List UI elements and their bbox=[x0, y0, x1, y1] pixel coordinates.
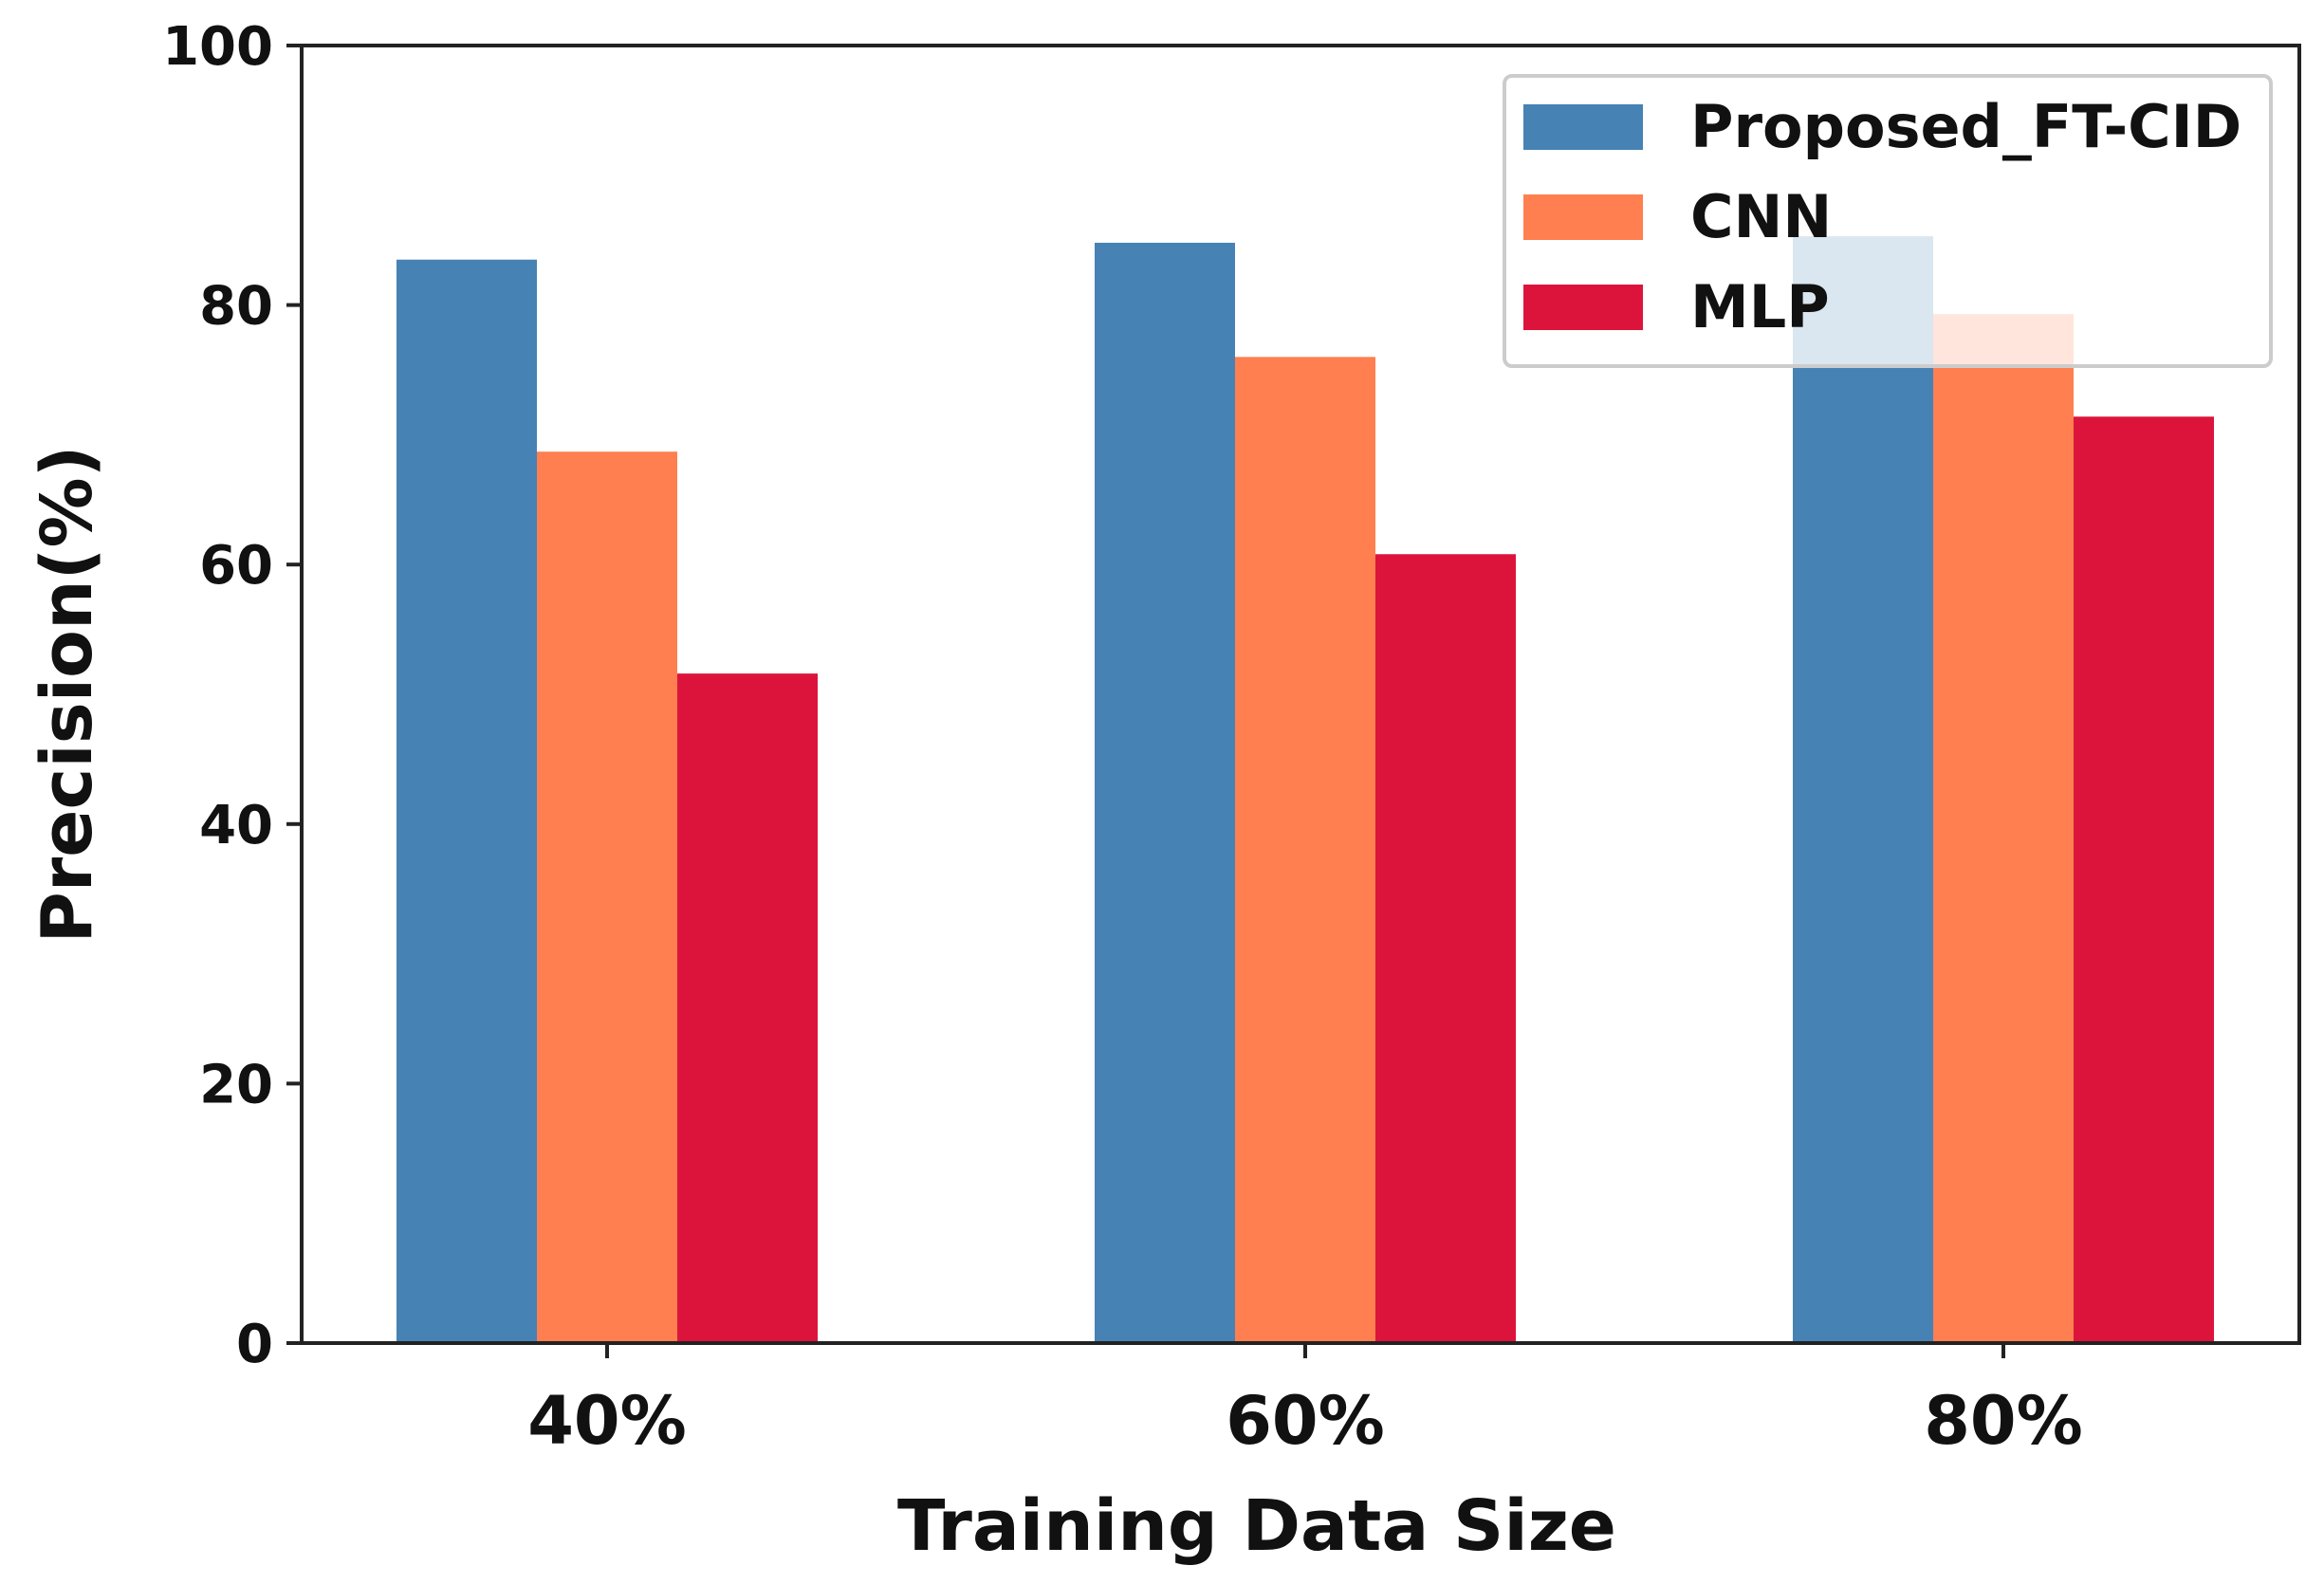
bar-MLP-60% bbox=[1375, 554, 1516, 1343]
legend-label-CNN: CNN bbox=[1690, 182, 1832, 251]
bar-CNN-40% bbox=[537, 451, 677, 1344]
legend-label-MLP: MLP bbox=[1690, 272, 1830, 341]
bars-group bbox=[397, 236, 2214, 1344]
y-tick-label: 60 bbox=[199, 535, 273, 597]
y-axis-ticks: 0 20 40 60 80 100 bbox=[162, 16, 302, 1375]
y-tick-label: 100 bbox=[162, 16, 273, 78]
y-tick-label: 40 bbox=[199, 795, 273, 856]
legend: Proposed_FT-CID CNN MLP bbox=[1503, 74, 2273, 368]
legend-swatch-MLP bbox=[1523, 285, 1643, 330]
plot-frame bbox=[300, 44, 2301, 1345]
bar-Proposed_FT-CID-60% bbox=[1095, 242, 1235, 1343]
x-axis-ticks: 40% 60% 80% bbox=[527, 1343, 2083, 1460]
y-tick-label: 80 bbox=[199, 276, 273, 338]
legend-box bbox=[1503, 74, 2273, 368]
bar-CNN-80% bbox=[1933, 314, 2074, 1343]
x-tick-label: 60% bbox=[1226, 1382, 1385, 1460]
legend-swatch-CNN bbox=[1523, 194, 1643, 240]
x-tick-label: 40% bbox=[527, 1382, 687, 1460]
y-axis-label: Precision(%) bbox=[27, 446, 108, 944]
legend-label-Proposed_FT-CID: Proposed_FT-CID bbox=[1690, 92, 2241, 161]
y-tick-label: 20 bbox=[199, 1054, 273, 1115]
bar-MLP-80% bbox=[2074, 416, 2214, 1343]
y-tick-label: 0 bbox=[236, 1314, 273, 1375]
bar-MLP-40% bbox=[677, 673, 818, 1343]
bar-Proposed_FT-CID-40% bbox=[397, 259, 537, 1344]
x-axis-label: Training Data Size bbox=[897, 1485, 1616, 1567]
bar-CNN-60% bbox=[1235, 357, 1375, 1343]
x-tick-label: 80% bbox=[1924, 1382, 2083, 1460]
legend-swatch-Proposed_FT-CID bbox=[1523, 104, 1643, 150]
bar-Proposed_FT-CID-80% bbox=[1793, 236, 1933, 1344]
